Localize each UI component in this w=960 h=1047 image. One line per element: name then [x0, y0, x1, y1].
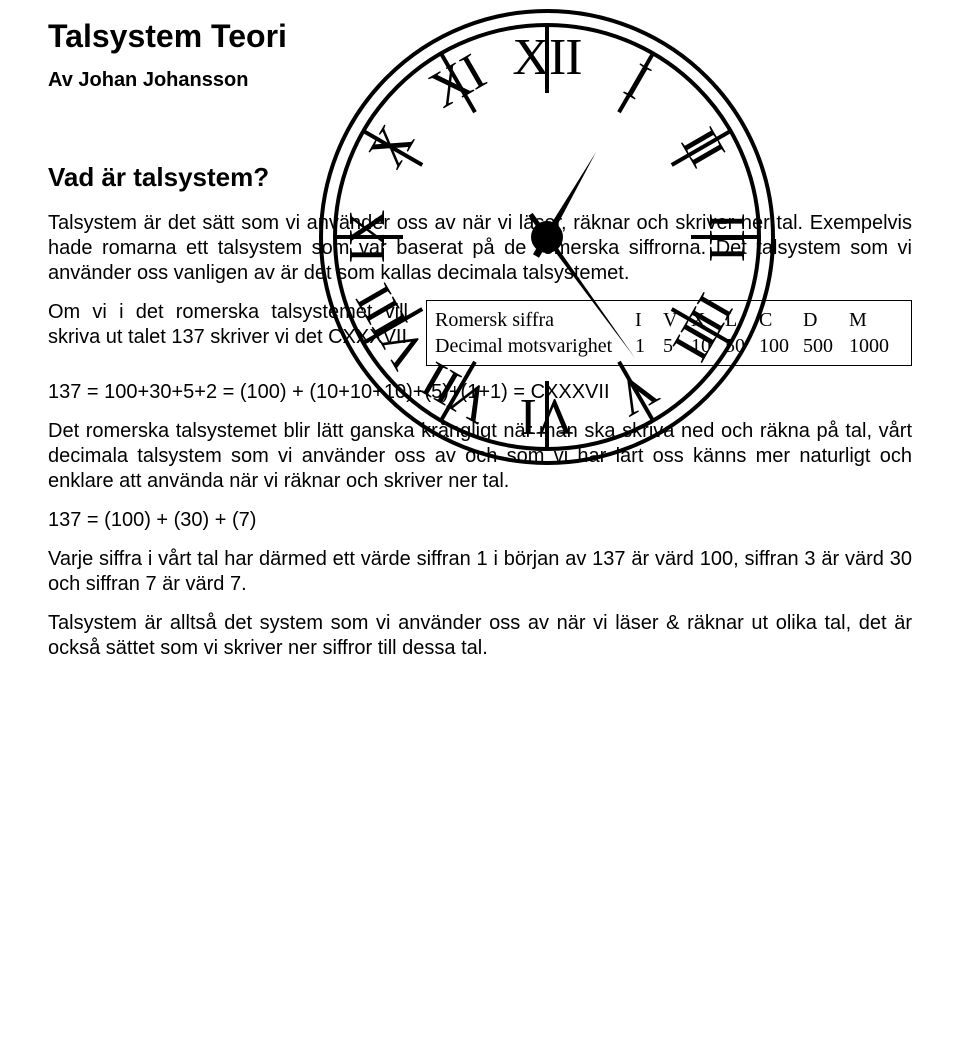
- svg-text:XI: XI: [420, 44, 494, 120]
- paragraph: Talsystem är alltså det system som vi an…: [48, 611, 912, 661]
- table-cell: 1000: [849, 333, 899, 359]
- svg-text:VI: VI: [521, 388, 574, 445]
- svg-text:VII: VII: [413, 351, 501, 435]
- svg-text:IX: IX: [339, 210, 396, 263]
- svg-text:XII: XII: [512, 29, 581, 86]
- svg-text:I: I: [615, 53, 658, 111]
- paragraph: Varje siffra i vårt tal har därmed ett v…: [48, 547, 912, 597]
- svg-text:II: II: [670, 119, 736, 176]
- table-cell: 500: [803, 333, 849, 359]
- table-cell: D: [803, 307, 849, 333]
- svg-text:III: III: [698, 213, 755, 262]
- table-cell: M: [849, 307, 899, 333]
- clock-figure: XIIIIIIIIIIIIVVIVIIVIIIIXXXI: [312, 2, 782, 472]
- paragraph: 137 = (100) + (30) + (7): [48, 508, 912, 533]
- svg-text:IIII: IIII: [662, 284, 744, 369]
